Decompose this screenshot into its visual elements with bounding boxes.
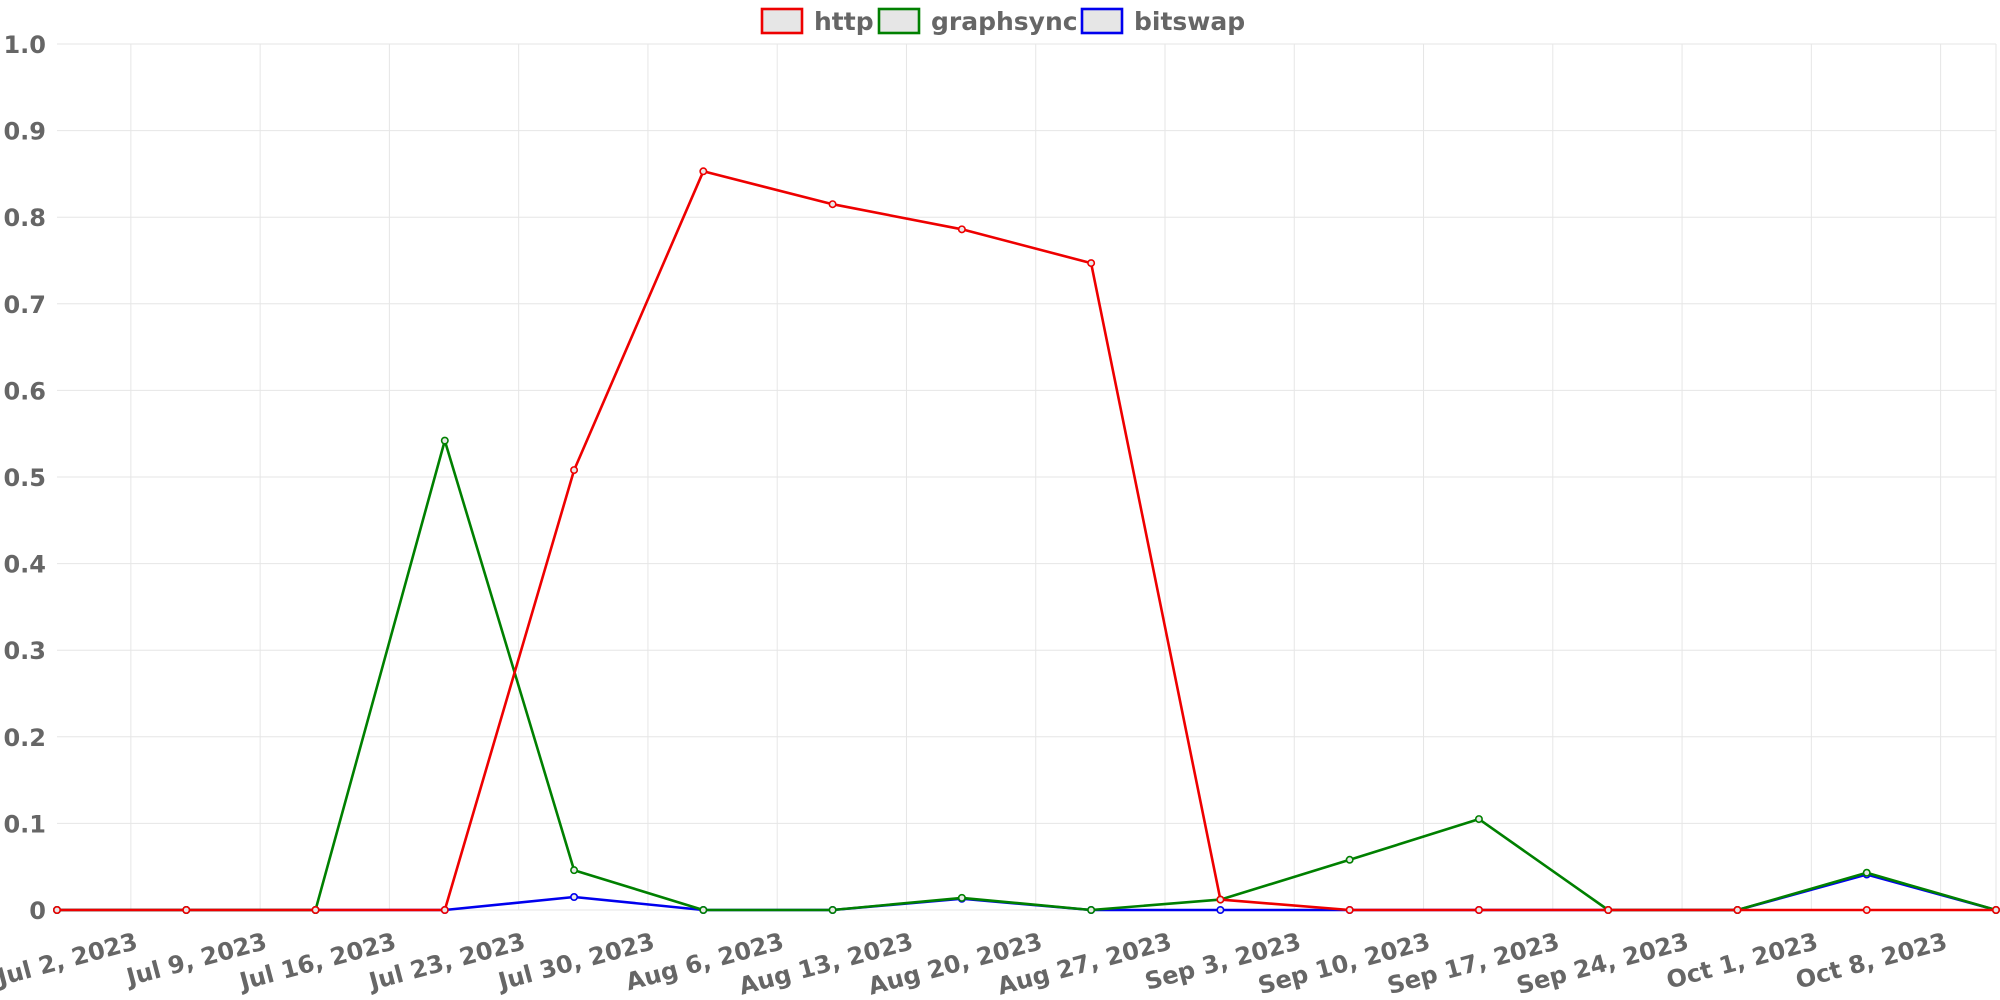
y-tick-label: 0.5 bbox=[3, 464, 46, 492]
legend-swatch bbox=[1080, 7, 1124, 35]
y-tick-label: 0.7 bbox=[3, 291, 46, 319]
data-point-http bbox=[182, 905, 191, 914]
data-point-bitswap bbox=[1216, 905, 1225, 914]
data-point-graphsync bbox=[1087, 905, 1096, 914]
data-point-http bbox=[1474, 905, 1483, 914]
series-line-graphsync bbox=[57, 439, 1997, 912]
legend-label: http bbox=[814, 7, 874, 36]
y-tick-label: 0.3 bbox=[3, 637, 46, 665]
y-tick-label: 0 bbox=[29, 897, 46, 925]
legend-swatch bbox=[877, 7, 921, 35]
y-tick-label: 1.0 bbox=[3, 31, 46, 59]
data-point-http bbox=[1733, 905, 1742, 914]
data-point-http bbox=[570, 466, 579, 475]
data-point-graphsync bbox=[1862, 868, 1871, 877]
data-point-http bbox=[311, 905, 320, 914]
data-point-graphsync bbox=[440, 436, 449, 445]
data-point-http bbox=[828, 200, 837, 209]
data-point-graphsync bbox=[1345, 855, 1354, 864]
data-point-http bbox=[1604, 905, 1613, 914]
data-point-http bbox=[1216, 895, 1225, 904]
legend-label: graphsync bbox=[931, 7, 1078, 36]
data-point-bitswap bbox=[570, 893, 579, 902]
data-point-graphsync bbox=[1474, 815, 1483, 824]
legend-item-graphsync[interactable]: graphsync bbox=[877, 7, 1078, 36]
y-tick-label: 0.6 bbox=[3, 377, 46, 405]
y-tick-label: 0.8 bbox=[3, 204, 46, 232]
data-point-http bbox=[1992, 906, 2000, 914]
series-line-http bbox=[57, 170, 1996, 912]
grid bbox=[57, 43, 1997, 911]
x-tick-label: Jul 2, 2023 bbox=[0, 927, 140, 992]
data-point-http bbox=[1862, 905, 1871, 914]
data-point-http bbox=[699, 167, 708, 176]
legend-item-bitswap[interactable]: bitswap bbox=[1080, 7, 1245, 36]
y-tick-label: 0.2 bbox=[3, 724, 46, 752]
data-point-graphsync bbox=[570, 866, 579, 875]
data-point-graphsync bbox=[828, 905, 837, 914]
data-point-http bbox=[1345, 905, 1354, 914]
x-tick-label: Oct 8, 2023 bbox=[1793, 927, 1950, 994]
data-point-http bbox=[957, 225, 966, 234]
y-tick-label: 0.1 bbox=[3, 810, 46, 838]
y-tick-label: 0.9 bbox=[3, 118, 46, 146]
data-point-graphsync bbox=[957, 893, 966, 902]
legend[interactable]: http graphsync bitswap bbox=[760, 7, 1245, 36]
data-point-http bbox=[440, 905, 449, 914]
legend-label: bitswap bbox=[1134, 7, 1245, 36]
data-point-http bbox=[52, 905, 61, 914]
data-point-graphsync bbox=[699, 905, 708, 914]
y-axis-ticks: 0 0.1 0.2 0.3 0.4 0.5 0.6 0.7 0.8 0.9 1.0 bbox=[3, 31, 46, 925]
series-group bbox=[52, 167, 2000, 914]
data-point-http bbox=[1087, 259, 1096, 268]
legend-swatch bbox=[760, 7, 804, 35]
legend-item-http[interactable]: http bbox=[760, 7, 874, 36]
y-tick-label: 0.4 bbox=[3, 551, 46, 579]
